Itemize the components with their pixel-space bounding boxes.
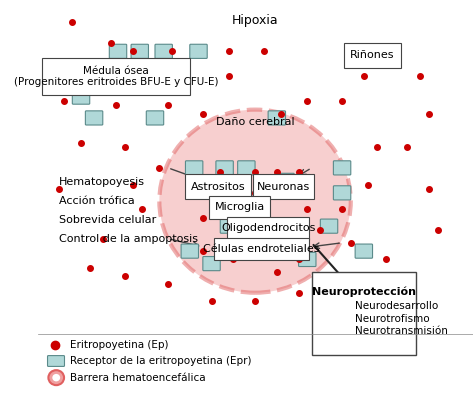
FancyBboxPatch shape	[214, 238, 310, 261]
Text: Receptor de la eritropoyetina (Epr): Receptor de la eritropoyetina (Epr)	[70, 356, 252, 366]
FancyBboxPatch shape	[277, 240, 294, 254]
FancyBboxPatch shape	[220, 240, 237, 254]
Text: Médula ósea
(Progenitores eritroides BFU-E y CFU-E): Médula ósea (Progenitores eritroides BFU…	[14, 65, 218, 87]
Text: Control de la ampoptosis: Control de la ampoptosis	[59, 234, 198, 243]
FancyBboxPatch shape	[73, 90, 90, 104]
Text: Oligodendrocitos: Oligodendrocitos	[221, 223, 315, 233]
FancyBboxPatch shape	[268, 111, 285, 125]
FancyBboxPatch shape	[109, 44, 127, 58]
FancyBboxPatch shape	[246, 192, 264, 206]
FancyBboxPatch shape	[220, 219, 237, 233]
FancyBboxPatch shape	[85, 111, 103, 125]
Text: Células endroteliales: Células endroteliales	[203, 244, 320, 254]
FancyBboxPatch shape	[216, 161, 233, 175]
Text: Hipoxia: Hipoxia	[232, 14, 278, 27]
Text: Acción trófica: Acción trófica	[59, 196, 135, 206]
FancyBboxPatch shape	[42, 57, 190, 95]
FancyBboxPatch shape	[185, 161, 203, 175]
Text: Microglia: Microglia	[215, 202, 265, 212]
FancyBboxPatch shape	[203, 256, 220, 271]
FancyBboxPatch shape	[47, 356, 64, 367]
Text: Daño cerebral: Daño cerebral	[216, 117, 294, 127]
FancyBboxPatch shape	[216, 192, 233, 206]
FancyBboxPatch shape	[131, 44, 148, 58]
Circle shape	[159, 110, 351, 293]
FancyBboxPatch shape	[344, 43, 401, 68]
FancyBboxPatch shape	[253, 174, 314, 199]
Text: Riñones: Riñones	[350, 51, 395, 60]
FancyBboxPatch shape	[311, 272, 416, 355]
Text: Hematopoyesis: Hematopoyesis	[59, 177, 145, 187]
FancyBboxPatch shape	[299, 252, 316, 266]
FancyBboxPatch shape	[355, 244, 373, 258]
FancyBboxPatch shape	[320, 219, 338, 233]
FancyBboxPatch shape	[185, 174, 251, 199]
Text: Astrositos: Astrositos	[191, 181, 246, 191]
Text: Neuronas: Neuronas	[257, 181, 310, 191]
FancyBboxPatch shape	[246, 219, 264, 233]
Text: Neurotrofismo: Neurotrofismo	[355, 313, 430, 323]
Text: Sobrevida celular: Sobrevida celular	[59, 215, 156, 225]
Text: Neuroprotección: Neuroprotección	[312, 287, 416, 297]
FancyBboxPatch shape	[227, 217, 310, 240]
FancyBboxPatch shape	[246, 240, 264, 254]
Text: Neurotransmisión: Neurotransmisión	[355, 326, 448, 336]
Text: Eritropoyetina (Ep): Eritropoyetina (Ep)	[70, 340, 169, 350]
Circle shape	[52, 374, 60, 381]
FancyBboxPatch shape	[190, 44, 207, 58]
FancyBboxPatch shape	[155, 44, 173, 58]
FancyBboxPatch shape	[181, 244, 199, 258]
Text: Neurodesarrollo: Neurodesarrollo	[355, 301, 438, 311]
FancyBboxPatch shape	[210, 196, 270, 219]
FancyBboxPatch shape	[333, 161, 351, 175]
Text: Barrera hematoencefálica: Barrera hematoencefálica	[70, 372, 206, 383]
FancyBboxPatch shape	[237, 161, 255, 175]
FancyBboxPatch shape	[146, 111, 164, 125]
Circle shape	[48, 370, 64, 385]
FancyBboxPatch shape	[333, 186, 351, 200]
FancyBboxPatch shape	[277, 173, 294, 187]
